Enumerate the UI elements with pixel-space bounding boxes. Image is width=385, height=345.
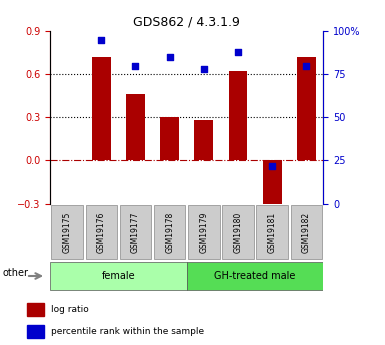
Text: GSM19176: GSM19176: [97, 211, 106, 253]
Point: [201, 66, 207, 72]
Text: GSM19175: GSM19175: [63, 211, 72, 253]
Point: [167, 54, 173, 60]
FancyBboxPatch shape: [256, 205, 288, 259]
FancyBboxPatch shape: [85, 205, 117, 259]
Bar: [194, 120, 213, 160]
FancyBboxPatch shape: [222, 205, 254, 259]
Text: female: female: [102, 271, 135, 281]
Bar: [160, 117, 179, 160]
FancyBboxPatch shape: [50, 262, 187, 290]
Text: GSM19182: GSM19182: [302, 211, 311, 253]
Bar: [263, 160, 281, 208]
Title: GDS862 / 4.3.1.9: GDS862 / 4.3.1.9: [133, 16, 240, 29]
FancyBboxPatch shape: [154, 205, 185, 259]
Bar: [297, 57, 316, 160]
Text: GSM19178: GSM19178: [165, 211, 174, 253]
FancyBboxPatch shape: [187, 262, 323, 290]
Text: percentile rank within the sample: percentile rank within the sample: [51, 327, 204, 336]
Text: GSM19177: GSM19177: [131, 211, 140, 253]
Point: [132, 63, 139, 68]
Bar: [126, 94, 145, 160]
Bar: [27, 325, 44, 338]
Bar: [92, 57, 111, 160]
FancyBboxPatch shape: [52, 205, 83, 259]
Point: [235, 49, 241, 55]
FancyBboxPatch shape: [188, 205, 219, 259]
Text: GH-treated male: GH-treated male: [214, 271, 296, 281]
Point: [303, 63, 310, 68]
Point: [269, 163, 275, 168]
Point: [98, 37, 104, 42]
Text: GSM19181: GSM19181: [268, 211, 277, 253]
Text: GSM19180: GSM19180: [233, 211, 243, 253]
FancyBboxPatch shape: [291, 205, 322, 259]
Bar: [27, 303, 44, 316]
Text: other: other: [3, 268, 28, 278]
Text: GSM19179: GSM19179: [199, 211, 208, 253]
Bar: [229, 71, 248, 160]
FancyBboxPatch shape: [120, 205, 151, 259]
Text: log ratio: log ratio: [51, 305, 89, 314]
